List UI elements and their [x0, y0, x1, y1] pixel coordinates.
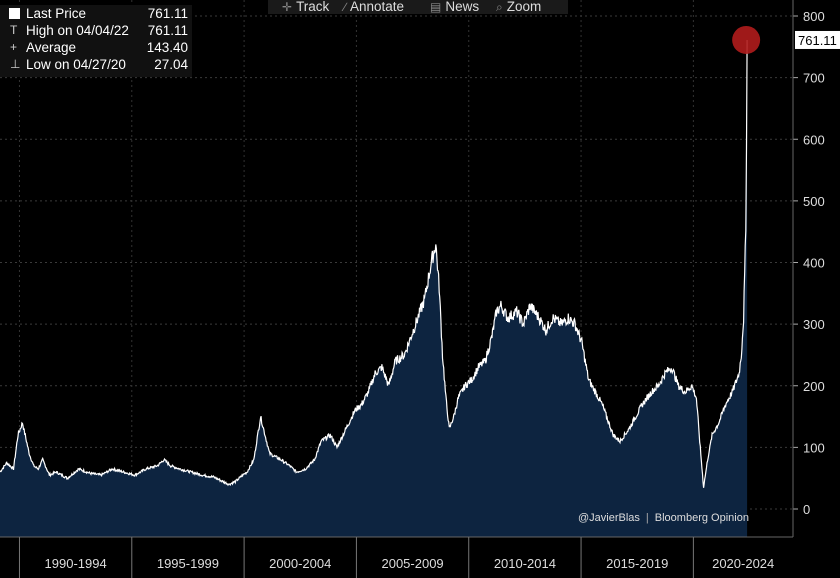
average-marker-icon: +: [10, 40, 18, 54]
legend-last-price[interactable]: Last Price 761.11: [0, 5, 192, 22]
price-line: [0, 39, 748, 488]
zoom-label: Zoom: [506, 0, 542, 14]
y-tick-label: 400: [803, 256, 825, 271]
x-tick-label: 1995-1999: [157, 556, 219, 571]
y-axis: 0 100 200 300 400 500 600 700 800: [792, 0, 825, 537]
x-tick-label: 2005-2009: [381, 556, 443, 571]
y-tick-label: 300: [803, 317, 825, 332]
x-axis: 1990-1994 1995-1999 2000-2004 2005-2009 2010…: [0, 536, 793, 578]
last-value-text: 761.11: [798, 33, 837, 48]
magnifier-icon: ⌕: [496, 0, 503, 14]
x-tick-label: 2000-2004: [269, 556, 331, 571]
chart-toolbar: ✛ Track ∕ Annotate ▤ News ⌕ Zoom: [268, 0, 568, 14]
y-tick-label: 0: [803, 502, 810, 517]
crosshair-icon: ✛: [282, 0, 293, 14]
high-marker-icon: T: [10, 23, 18, 37]
legend-high[interactable]: T High on 04/04/22 761.11: [10, 23, 188, 38]
y-tick-label: 200: [803, 379, 825, 394]
y-tick-label: 500: [803, 194, 825, 209]
news-label: News: [445, 0, 480, 14]
y-tick-label: 100: [803, 440, 825, 455]
last-value-box: [795, 30, 840, 49]
pencil-icon: ∕: [344, 0, 347, 14]
annotate-label: Annotate: [350, 0, 405, 14]
low-marker-icon: ⊥: [10, 57, 21, 71]
legend: Last Price 761.11 T High on 04/04/22 761…: [0, 5, 192, 77]
last-price-marker[interactable]: [732, 25, 761, 54]
track-label: Track: [296, 0, 330, 14]
legend-average[interactable]: + Average 143.40: [10, 40, 188, 55]
news-button[interactable]: ▤ News: [430, 0, 479, 14]
price-area: [0, 40, 748, 537]
zoom-button[interactable]: ⌕ Zoom: [496, 0, 541, 14]
last-value-label: 761.11: [795, 30, 840, 49]
x-tick-label: 2010-2014: [494, 556, 556, 571]
x-tick-label: 2020-2024: [712, 556, 774, 571]
y-tick-label: 700: [803, 71, 825, 86]
track-button[interactable]: ✛ Track: [282, 0, 329, 14]
y-tick-label: 800: [803, 9, 825, 24]
annotate-button[interactable]: ∕ Annotate: [344, 0, 404, 14]
news-icon: ▤: [430, 0, 442, 14]
y-tick-label: 600: [803, 132, 825, 147]
legend-low[interactable]: ⊥ Low on 04/27/20 27.04: [10, 57, 188, 72]
watermark-source: Bloomberg Opinion: [654, 512, 749, 524]
white-square-icon: [9, 8, 20, 19]
x-tick-label: 1990-1994: [45, 556, 107, 571]
x-tick-label: 2015-2019: [606, 556, 668, 571]
watermark: @JavierBlas | Bloomberg Opinion: [578, 512, 749, 524]
watermark-author: @JavierBlas: [578, 512, 640, 524]
watermark-separator: |: [645, 512, 649, 524]
